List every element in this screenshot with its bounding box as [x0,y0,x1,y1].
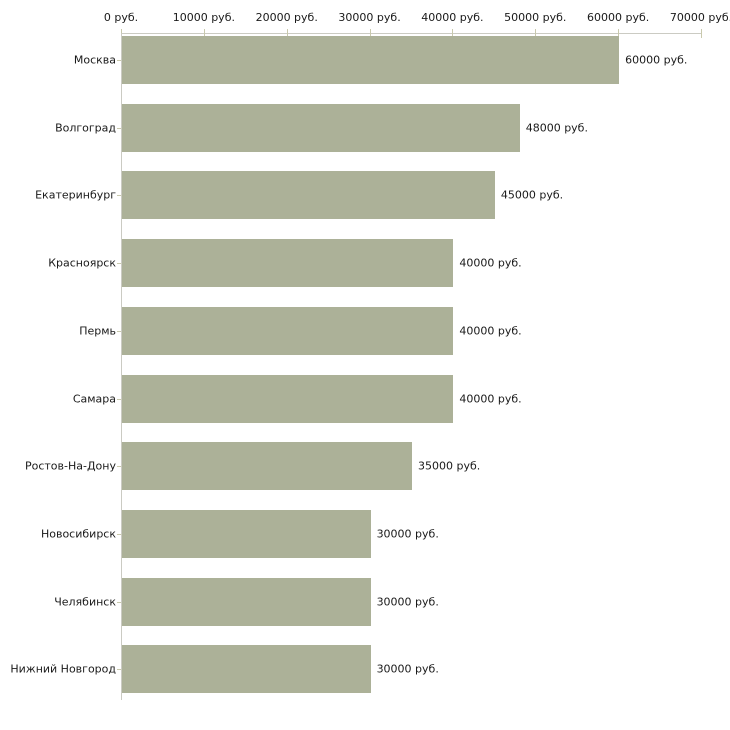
x-tick-label: 50000 руб. [504,11,567,24]
value-label: 30000 руб. [376,662,439,676]
category-label: Нижний Новгород [10,662,116,676]
y-axis-line [121,33,122,700]
y-tick-mark [117,669,121,671]
bar [122,577,371,626]
value-label: 30000 руб. [376,595,439,609]
y-tick-mark [117,263,121,265]
value-label: 40000 руб. [459,392,522,405]
x-tick-mark [286,29,288,38]
value-label: 30000 руб. [376,527,439,541]
y-tick-mark [117,60,121,61]
y-tick-mark [117,601,121,603]
value-label: 40000 руб. [459,256,522,270]
y-tick-mark [117,330,121,332]
category-label: Новосибирск [40,527,116,541]
x-tick-mark [203,29,205,38]
x-tick-mark [618,29,620,38]
category-label: Ростов-На-Дону [24,459,116,473]
x-tick-mark [701,29,702,38]
x-tick-mark [535,29,537,38]
bar [122,36,620,84]
bar [122,306,454,355]
value-label: 40000 руб. [459,324,522,338]
bar [122,239,454,288]
bar [122,442,412,491]
category-label: Волгоград [55,121,116,135]
value-label: 48000 руб. [525,121,588,135]
category-label: Пермь [79,324,116,338]
bar [122,645,371,694]
x-tick-label: 40000 руб. [421,11,484,24]
y-tick-mark [117,195,121,197]
category-label: Красноярск [48,256,116,270]
category-label: Екатеринбург [35,188,116,202]
x-tick-label: 70000 руб. [669,11,730,24]
x-tick-label: 30000 руб. [338,11,401,24]
category-label: Самара [72,392,116,405]
y-tick-mark [117,127,121,129]
value-label: 35000 руб. [418,459,481,473]
bar [122,103,520,152]
category-label: Челябинск [54,595,116,609]
value-label: 45000 руб. [500,188,564,202]
category-label: Москва [73,53,116,67]
y-tick-mark [117,466,121,468]
bar [122,374,454,423]
value-label: 60000 руб. [625,53,688,67]
x-tick-mark [369,29,371,38]
y-tick-mark [117,533,121,535]
x-tick-label: 20000 руб. [255,11,318,24]
x-axis-line [121,33,701,34]
x-tick-mark [452,29,454,38]
x-tick-label: 0 руб. [103,11,139,24]
y-tick-mark [117,398,121,400]
x-tick-label: 10000 руб. [172,11,235,24]
x-tick-label: 60000 руб. [587,11,650,24]
bar [122,509,371,558]
bar [122,171,495,220]
